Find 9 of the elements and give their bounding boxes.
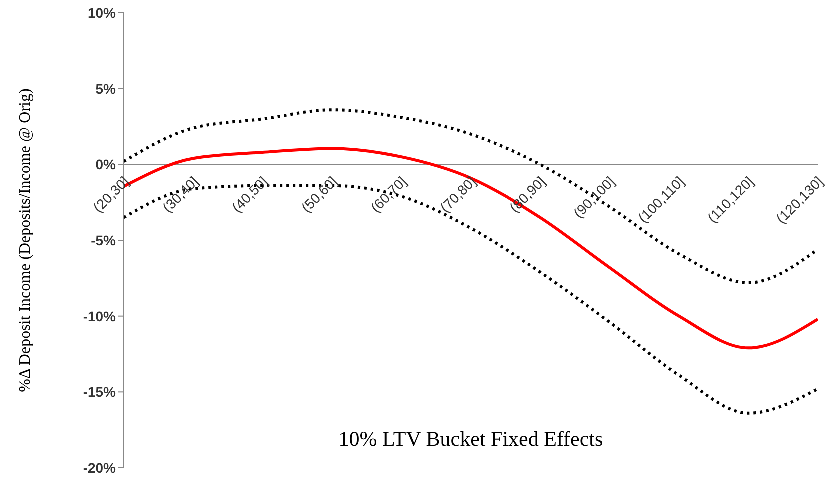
y-tick-label: -20% — [83, 460, 117, 476]
y-tick-label: -15% — [83, 384, 117, 400]
y-tick-label: -10% — [83, 308, 117, 324]
y-tick-label: 0% — [96, 156, 117, 173]
y-axis-title: %Δ Deposit Income (Deposits/Income @ Orig) — [17, 88, 34, 392]
y-tick-label: 5% — [96, 80, 117, 97]
x-axis-title: 10% LTV Bucket Fixed Effects — [338, 427, 604, 451]
y-tick-label: -5% — [91, 232, 117, 248]
y-tick-label: 10% — [88, 4, 117, 21]
